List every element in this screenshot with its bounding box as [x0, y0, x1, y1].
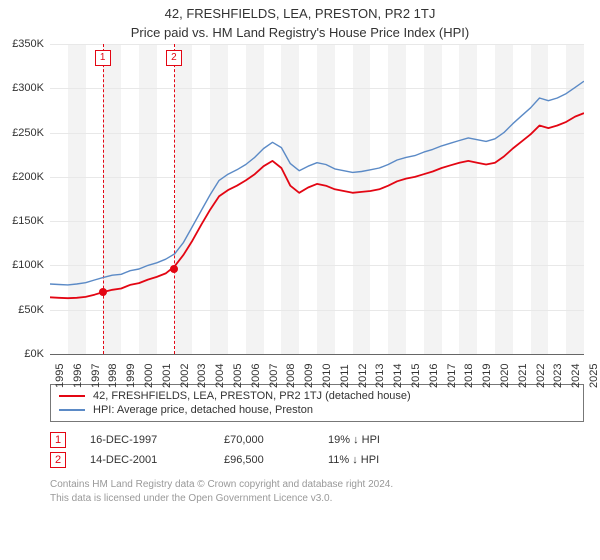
x-tick-label: 2021 — [517, 364, 529, 388]
x-tick-label: 1998 — [107, 364, 119, 388]
x-tick-label: 2023 — [552, 364, 564, 388]
x-tick-label: 2015 — [410, 364, 422, 388]
sale-table: 1 16-DEC-1997 £70,000 19% ↓ HPI 2 14-DEC… — [50, 430, 584, 470]
x-tick-label: 2002 — [179, 364, 191, 388]
x-tick-label: 2012 — [357, 364, 369, 388]
sale-row-1: 1 16-DEC-1997 £70,000 19% ↓ HPI — [50, 430, 584, 450]
line-layer — [50, 44, 584, 354]
y-tick-label: £100K — [12, 259, 44, 271]
x-tick-label: 2025 — [588, 364, 600, 388]
x-tick-label: 2007 — [268, 364, 280, 388]
sale-date-2: 14-DEC-2001 — [90, 454, 200, 466]
sale-point-marker — [99, 288, 107, 296]
x-tick-label: 2019 — [481, 364, 493, 388]
sale-date-1: 16-DEC-1997 — [90, 434, 200, 446]
y-tick-label: £350K — [12, 38, 44, 50]
x-tick-label: 1996 — [72, 364, 84, 388]
x-tick-label: 2000 — [143, 364, 155, 388]
x-tick-label: 2016 — [428, 364, 440, 388]
footer-line-2: This data is licensed under the Open Gov… — [50, 492, 584, 506]
x-tick-label: 2009 — [303, 364, 315, 388]
bottom-panel: 42, FRESHFIELDS, LEA, PRESTON, PR2 1TJ (… — [50, 384, 584, 505]
x-tick-label: 2022 — [535, 364, 547, 388]
chart-area: 12 1995199619971998199920002001200220032… — [50, 44, 584, 384]
x-tick-label: 2008 — [285, 364, 297, 388]
x-tick-label: 2014 — [392, 364, 404, 388]
y-tick-label: £50K — [18, 304, 44, 316]
y-tick-label: £250K — [12, 127, 44, 139]
x-tick-label: 2017 — [446, 364, 458, 388]
x-tick-label: 1999 — [125, 364, 137, 388]
legend-row-hpi: HPI: Average price, detached house, Pres… — [59, 403, 575, 417]
x-tick-label: 1997 — [90, 364, 102, 388]
sale-diff-2: 11% ↓ HPI — [328, 454, 584, 466]
sale-price-1: £70,000 — [224, 434, 304, 446]
x-tick-label: 2001 — [161, 364, 173, 388]
plot-region: 12 — [50, 44, 584, 354]
x-tick-label: 2018 — [463, 364, 475, 388]
x-tick-label: 2004 — [214, 364, 226, 388]
gridline — [50, 354, 584, 355]
y-tick-label: £300K — [12, 82, 44, 94]
sale-index-1: 1 — [50, 432, 66, 448]
x-tick-label: 2010 — [321, 364, 333, 388]
sale-marker-label: 2 — [166, 50, 182, 66]
x-tick-label: 2011 — [339, 364, 351, 388]
y-tick-label: £150K — [12, 215, 44, 227]
address-title: 42, FRESHFIELDS, LEA, PRESTON, PR2 1TJ — [0, 6, 600, 21]
sale-price-2: £96,500 — [224, 454, 304, 466]
sale-marker-label: 1 — [95, 50, 111, 66]
x-tick-label: 2003 — [196, 364, 208, 388]
footer-line-1: Contains HM Land Registry data © Crown c… — [50, 478, 584, 492]
chart-container: 42, FRESHFIELDS, LEA, PRESTON, PR2 1TJ P… — [0, 0, 600, 560]
x-tick-label: 1995 — [54, 364, 66, 388]
y-tick-label: £200K — [12, 171, 44, 183]
x-tick-label: 2020 — [499, 364, 511, 388]
legend-label-hpi: HPI: Average price, detached house, Pres… — [93, 404, 313, 416]
x-tick-label: 2005 — [232, 364, 244, 388]
y-tick-label: £0K — [24, 348, 44, 360]
sale-diff-1: 19% ↓ HPI — [328, 434, 584, 446]
x-axis-labels: 1995 1996 1997 1998 1999 2000 2001 2002 2003 2004… — [50, 358, 584, 398]
x-tick-label: 2013 — [374, 364, 386, 388]
x-tick-label: 2006 — [250, 364, 262, 388]
chart-subtitle: Price paid vs. HM Land Registry's House … — [0, 25, 600, 40]
sale-row-2: 2 14-DEC-2001 £96,500 11% ↓ HPI — [50, 450, 584, 470]
legend-swatch-hpi — [59, 409, 85, 411]
sale-point-marker — [170, 265, 178, 273]
x-tick-label: 2024 — [570, 364, 582, 388]
sale-index-2: 2 — [50, 452, 66, 468]
footer: Contains HM Land Registry data © Crown c… — [50, 478, 584, 505]
